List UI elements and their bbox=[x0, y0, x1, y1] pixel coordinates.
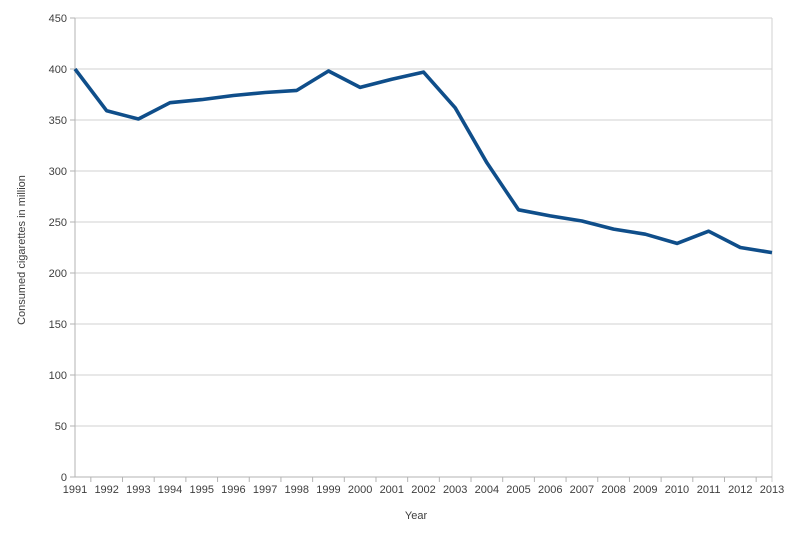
x-tick-label: 2012 bbox=[728, 484, 752, 496]
x-tick-label: 2007 bbox=[570, 484, 594, 496]
y-tick-label: 0 bbox=[61, 472, 67, 484]
x-tick-label: 2008 bbox=[601, 484, 625, 496]
x-tick-label: 2006 bbox=[538, 484, 562, 496]
y-tick-label: 250 bbox=[49, 217, 67, 229]
x-tick-label: 1999 bbox=[316, 484, 340, 496]
y-tick-label: 450 bbox=[49, 13, 67, 25]
y-tick-label: 200 bbox=[49, 268, 67, 280]
x-tick-label: 2010 bbox=[665, 484, 689, 496]
x-tick-label: 2011 bbox=[697, 484, 721, 496]
x-tick-label: 1994 bbox=[158, 484, 182, 496]
y-tick-label: 400 bbox=[49, 64, 67, 76]
y-tick-label: 50 bbox=[55, 421, 67, 433]
y-tick-label: 300 bbox=[49, 166, 67, 178]
x-tick-label: 2005 bbox=[506, 484, 530, 496]
y-tick-label: 350 bbox=[49, 115, 67, 127]
x-axis-title: Year bbox=[404, 510, 428, 522]
x-tick-label: 2013 bbox=[760, 484, 784, 496]
x-tick-label: 2004 bbox=[475, 484, 499, 496]
x-tick-label: 1993 bbox=[126, 484, 150, 496]
x-tick-label: 2002 bbox=[411, 484, 435, 496]
x-tick-label: 1997 bbox=[253, 484, 277, 496]
x-tick-label: 2003 bbox=[443, 484, 467, 496]
data-line-series bbox=[73, 67, 773, 255]
y-tick-label: 100 bbox=[49, 370, 67, 382]
x-tick-label: 1992 bbox=[94, 484, 118, 496]
x-tick-label: 1998 bbox=[285, 484, 309, 496]
x-tick-label: 2009 bbox=[633, 484, 657, 496]
x-tick-label: 1996 bbox=[221, 484, 245, 496]
y-tick-label: 150 bbox=[49, 319, 67, 331]
x-tick-label: 1991 bbox=[63, 484, 87, 496]
x-tick-label: 1995 bbox=[189, 484, 213, 496]
x-tick-label: 2000 bbox=[348, 484, 372, 496]
y-axis-title: Consumed cigarettes in million bbox=[16, 175, 28, 325]
x-tick-label: 2001 bbox=[380, 484, 404, 496]
